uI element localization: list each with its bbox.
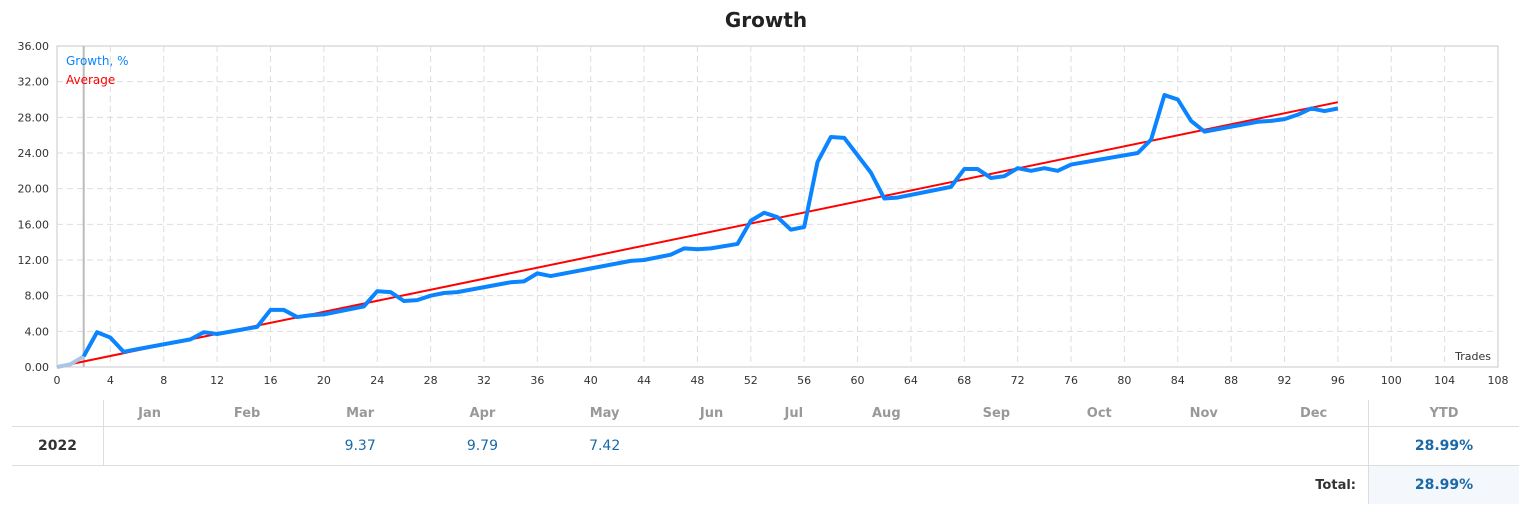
y-tick-label: 24.00 [18, 147, 50, 160]
x-tick-label: 60 [851, 374, 865, 387]
x-tick-label: 84 [1171, 374, 1185, 387]
month-header: Apr [421, 400, 544, 427]
month-value [1148, 426, 1260, 466]
x-tick-label: 68 [957, 374, 971, 387]
x-tick-label: 64 [904, 374, 918, 387]
monthly-growth-table: Jan Feb Mar Apr May Jun Jul Aug Sep Oct Nov Dec YTD … [12, 400, 1519, 504]
x-tick-label: 52 [744, 374, 758, 387]
x-tick-label: 76 [1064, 374, 1078, 387]
month-header: Sep [942, 400, 1051, 427]
growth-line-initial [56, 354, 85, 369]
x-tick-label: 12 [210, 374, 224, 387]
x-tick-label: 72 [1011, 374, 1025, 387]
month-value [195, 426, 300, 466]
year-cell: 2022 [12, 426, 104, 466]
month-value [1259, 426, 1369, 466]
y-tick-label: 0.00 [25, 361, 50, 374]
ytd-value: 28.99% [1368, 426, 1519, 466]
x-tick-label: 104 [1434, 374, 1455, 387]
month-value [1050, 426, 1149, 466]
total-value: 28.99% [1368, 465, 1519, 504]
month-value [757, 426, 831, 466]
x-tick-label: 32 [477, 374, 491, 387]
x-tick-label: 96 [1331, 374, 1345, 387]
growth-chart: 0 4 8 12 16 20 24 28 32 36 40 44 48 52 56 60 64 68 72 76 80 8… [18, 40, 1509, 387]
total-row: Total: 28.99% [12, 465, 1519, 504]
y-tick-label: 28.00 [18, 111, 50, 124]
x-tick-label: 20 [317, 374, 331, 387]
x-tick-label: 8 [160, 374, 167, 387]
x-tick-label: 0 [54, 374, 61, 387]
month-header: May [543, 400, 666, 427]
y-tick-label: 4.00 [25, 325, 50, 338]
x-tick-label: 28 [424, 374, 438, 387]
x-axis-label: Trades [1454, 350, 1491, 363]
y-tick-label: 12.00 [18, 254, 50, 267]
legend-growth: Growth, % [66, 54, 128, 68]
y-tick-label: 16.00 [18, 218, 50, 231]
x-tick-label: 92 [1278, 374, 1292, 387]
y-tick-label: 32.00 [18, 76, 50, 89]
x-tick-label: 56 [797, 374, 811, 387]
month-header: Mar [299, 400, 422, 427]
month-value: 9.79 [421, 426, 544, 466]
plot-area [56, 45, 1499, 368]
ytd-header: YTD [1368, 400, 1519, 427]
month-header: Aug [830, 400, 943, 427]
table-row: 2022 9.37 9.79 7.42 28.99% [12, 426, 1519, 466]
y-tick-label: 8.00 [25, 290, 50, 303]
month-value [665, 426, 758, 466]
month-header: Jun [665, 400, 758, 427]
x-tick-label: 24 [370, 374, 384, 387]
x-tick-label: 48 [690, 374, 704, 387]
total-label: Total: [1315, 477, 1356, 493]
month-header: Dec [1259, 400, 1369, 427]
month-header: Nov [1148, 400, 1260, 427]
chart-title: Growth [724, 8, 808, 32]
y-tick-label: 20.00 [18, 183, 50, 196]
x-tick-label: 44 [637, 374, 651, 387]
month-value: 7.42 [543, 426, 666, 466]
month-value [103, 426, 196, 466]
month-value [942, 426, 1051, 466]
month-header: Jul [757, 400, 831, 427]
table-header-row: Jan Feb Mar Apr May Jun Jul Aug Sep Oct Nov Dec YTD [12, 400, 1519, 427]
x-tick-label: 108 [1488, 374, 1509, 387]
month-header: Feb [195, 400, 300, 427]
y-tick-label: 36.00 [18, 40, 50, 53]
month-header: Oct [1050, 400, 1149, 427]
month-header: Jan [103, 400, 196, 427]
x-tick-label: 4 [107, 374, 114, 387]
x-tick-label: 100 [1381, 374, 1402, 387]
average-line [56, 101, 1339, 368]
growth-line [81, 93, 1339, 358]
month-value [830, 426, 943, 466]
x-tick-label: 16 [263, 374, 277, 387]
x-tick-label: 36 [530, 374, 544, 387]
year-header [12, 400, 104, 427]
legend-average: Average [66, 73, 115, 87]
month-value: 9.37 [299, 426, 422, 466]
x-tick-label: 80 [1117, 374, 1131, 387]
x-tick-label: 88 [1224, 374, 1238, 387]
x-tick-label: 40 [584, 374, 598, 387]
